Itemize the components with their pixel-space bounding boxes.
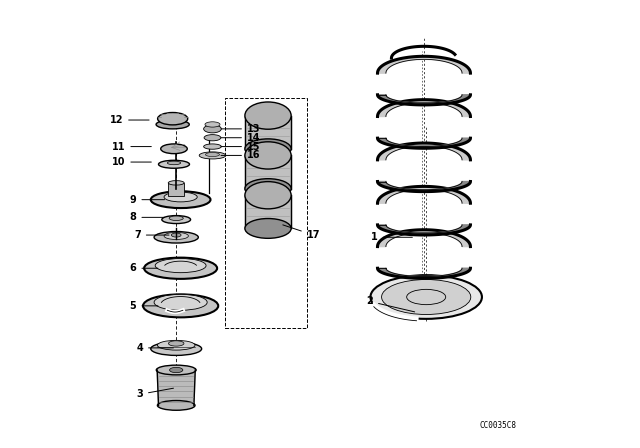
Ellipse shape (245, 179, 291, 198)
Polygon shape (378, 99, 470, 116)
Polygon shape (245, 195, 291, 228)
Text: 13: 13 (221, 124, 260, 134)
Text: 12: 12 (109, 115, 149, 125)
Polygon shape (378, 230, 470, 246)
Ellipse shape (245, 142, 291, 169)
Ellipse shape (205, 122, 220, 127)
Ellipse shape (157, 112, 188, 125)
Text: 5: 5 (130, 301, 158, 311)
Ellipse shape (164, 192, 197, 202)
Ellipse shape (159, 160, 189, 168)
Ellipse shape (168, 181, 184, 185)
Ellipse shape (245, 102, 291, 129)
Ellipse shape (172, 233, 181, 237)
Text: 8: 8 (129, 212, 164, 222)
Ellipse shape (245, 181, 291, 209)
Ellipse shape (205, 153, 220, 156)
Ellipse shape (154, 294, 207, 310)
Text: 9: 9 (130, 195, 164, 205)
Polygon shape (378, 143, 470, 160)
Polygon shape (245, 116, 291, 149)
Ellipse shape (371, 275, 482, 319)
Ellipse shape (199, 152, 226, 159)
Ellipse shape (156, 120, 189, 129)
Ellipse shape (155, 258, 206, 273)
Ellipse shape (157, 340, 195, 350)
Polygon shape (245, 155, 291, 189)
Polygon shape (378, 138, 470, 148)
Polygon shape (378, 186, 470, 203)
Ellipse shape (245, 139, 291, 159)
Ellipse shape (164, 233, 188, 240)
Ellipse shape (381, 280, 471, 314)
Ellipse shape (161, 144, 188, 154)
Polygon shape (378, 268, 470, 278)
Polygon shape (157, 370, 195, 405)
Ellipse shape (144, 258, 217, 279)
Ellipse shape (204, 125, 221, 133)
Ellipse shape (157, 401, 195, 410)
Polygon shape (378, 56, 470, 73)
Text: 7: 7 (134, 230, 169, 240)
Text: 15: 15 (221, 142, 260, 151)
Ellipse shape (162, 215, 191, 224)
Text: 10: 10 (112, 157, 151, 167)
Text: 17: 17 (283, 225, 320, 240)
Ellipse shape (151, 191, 211, 208)
Polygon shape (378, 181, 470, 192)
Text: 1: 1 (371, 232, 412, 242)
Ellipse shape (151, 342, 202, 355)
Text: 6: 6 (130, 263, 158, 273)
Ellipse shape (170, 367, 183, 373)
Ellipse shape (156, 365, 196, 375)
Ellipse shape (143, 294, 218, 317)
Text: 11: 11 (112, 142, 151, 151)
Polygon shape (378, 225, 470, 235)
Text: 16: 16 (221, 151, 260, 160)
Ellipse shape (204, 144, 221, 149)
Ellipse shape (168, 341, 184, 346)
Ellipse shape (204, 135, 221, 141)
FancyBboxPatch shape (168, 183, 184, 196)
Text: 3: 3 (136, 388, 173, 399)
Text: 14: 14 (221, 133, 260, 143)
Text: CC0035C8: CC0035C8 (480, 421, 517, 430)
Polygon shape (378, 95, 470, 105)
Text: 2: 2 (366, 297, 415, 312)
Text: 4: 4 (136, 343, 173, 353)
Ellipse shape (169, 216, 183, 220)
Ellipse shape (167, 161, 180, 165)
Ellipse shape (154, 232, 198, 243)
Ellipse shape (245, 219, 291, 238)
